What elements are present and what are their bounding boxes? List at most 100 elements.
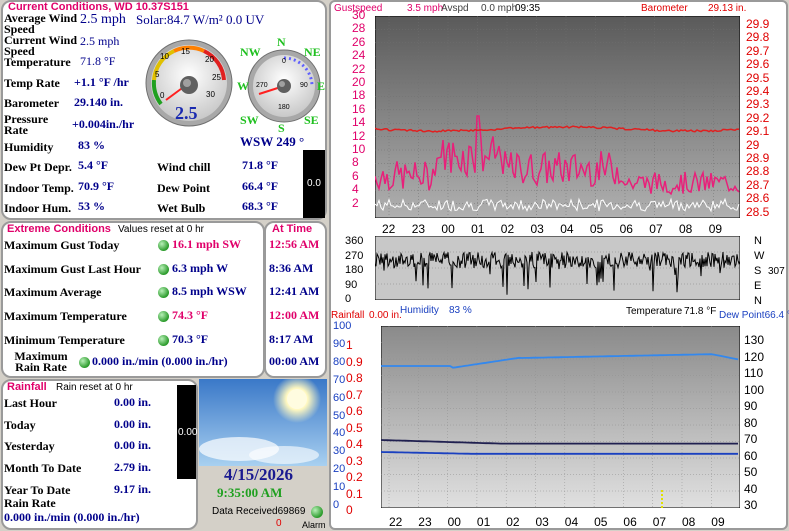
rainfall-panel xyxy=(1,379,198,530)
weather-sky-image xyxy=(199,379,327,466)
extreme-time-max-temperature: 12:00 AM xyxy=(269,308,320,322)
time-tick-05: 05 xyxy=(589,222,604,236)
extreme-label-max-gust-last-hour: Maximum Gust Last Hour xyxy=(4,262,142,276)
compass-nw: NW xyxy=(240,45,261,59)
temp-tick-4: 90 xyxy=(744,399,758,413)
temperature-label: Temperature xyxy=(4,55,71,69)
solar-value: Solar:84.7 W/m² 0.0 UV xyxy=(136,12,265,27)
barometer-graph-value: 29.13 in. xyxy=(708,3,747,14)
baro-tick-8: 29.1 xyxy=(746,124,770,139)
time-tick-03: 03 xyxy=(535,515,549,529)
rain-tick-3: 0.7 xyxy=(346,387,363,402)
extreme-label-max-rain-rate: Maximum Rain Rate xyxy=(14,349,68,374)
rain-bar-value: 0.00 xyxy=(178,427,198,438)
compass-se: SE xyxy=(304,113,319,127)
time-tick-05: 05 xyxy=(594,515,608,529)
extreme-dot-max-average xyxy=(158,287,169,298)
extreme-value-max-gust-today: 16.1 mph SW xyxy=(172,237,242,251)
dir-letter-2: S xyxy=(754,265,762,277)
temp-tick-8: 50 xyxy=(744,465,758,479)
humidity-label: Humidity xyxy=(4,140,54,154)
indoor-temp-value: 70.9 °F xyxy=(78,179,115,193)
indoor-temp-label: Indoor Temp. xyxy=(4,181,74,195)
extreme-dot-max-gust-today xyxy=(158,240,169,251)
temp-tick-10: 30 xyxy=(744,498,758,512)
barometer-value: 29.140 in. xyxy=(74,95,124,109)
wind-tick-13: 4 xyxy=(352,182,359,197)
time-tick-23: 23 xyxy=(411,222,426,236)
wind-direction-compass xyxy=(247,49,321,123)
temp-tick-7: 60 xyxy=(744,448,758,463)
time-tick-01: 01 xyxy=(476,515,491,529)
baro-tick-0: 29.9 xyxy=(746,17,770,31)
temp-tick-9: 40 xyxy=(744,481,758,496)
humidity-graph-value: 83 % xyxy=(449,305,472,316)
wet-bulb-label: Wet Bulb xyxy=(157,201,206,215)
hum-tick-4: 60 xyxy=(333,391,346,404)
dir-tick-0: 0 xyxy=(282,58,286,65)
barometer-graph-label: Barometer xyxy=(641,3,688,14)
baro-tick-13: 28.6 xyxy=(746,191,770,206)
dew-depr-label: Dew Pt Depr. xyxy=(4,160,72,174)
hum-tick-10: 0 xyxy=(333,499,340,511)
dir-axis-tick-0: 360 xyxy=(345,235,364,247)
cur-wind-label: Current Wind Speed xyxy=(4,33,78,58)
avg-wind-value: 2.5 mph xyxy=(80,12,126,27)
time-tick-01: 01 xyxy=(471,222,485,236)
speed-tick-15: 15 xyxy=(181,47,190,56)
extreme-dot-min-temperature xyxy=(158,335,169,346)
extreme-label-max-gust-today: Maximum Gust Today xyxy=(4,238,120,252)
extreme-value-max-temperature: 74.3 °F xyxy=(172,308,209,322)
extreme-label-max-temperature: Maximum Temperature xyxy=(4,309,127,323)
extreme-label-max-average: Maximum Average xyxy=(4,285,102,299)
wind-tick-3: 24 xyxy=(352,48,366,63)
hum-tick-9: 10 xyxy=(333,481,346,494)
extreme-dot-max-temperature xyxy=(158,311,169,322)
rain-value-today: 0.00 in. xyxy=(114,417,152,431)
temp-tick-2: 110 xyxy=(744,366,764,380)
barometer-label: Barometer xyxy=(4,96,60,110)
hum-tick-3: 70 xyxy=(333,373,346,386)
wind-tick-5: 20 xyxy=(352,75,366,89)
hum-tick-7: 30 xyxy=(333,445,346,458)
baro-tick-7: 29.2 xyxy=(746,110,770,125)
graph-time-value: 09:35 xyxy=(515,3,541,14)
time-tick-07: 07 xyxy=(652,515,667,529)
extreme-conditions-title: Extreme Conditions xyxy=(7,223,111,235)
extreme-label-min-temperature: Minimum Temperature xyxy=(4,333,125,347)
wind-tick-6: 18 xyxy=(352,88,366,103)
rain-label-year-to-date: Year To Date xyxy=(4,483,71,497)
time-tick-23: 23 xyxy=(418,515,432,529)
gauge-digital-value: 2.5 xyxy=(175,103,198,123)
baro-tick-12: 28.7 xyxy=(746,177,770,192)
time-tick-06: 06 xyxy=(619,222,633,236)
extreme-time-max-average: 12:41 AM xyxy=(269,284,320,298)
speed-tick-10: 10 xyxy=(160,52,169,61)
compass-sw: SW xyxy=(240,113,259,127)
temp-rate-value: +1.1 °F /hr xyxy=(74,75,129,89)
time-tick-08: 08 xyxy=(682,515,696,529)
status-data-dot xyxy=(311,506,323,518)
rain-tick-10: 0 xyxy=(346,503,353,517)
humidity-value: 83 % xyxy=(78,138,105,152)
rain-label-month-to-date: Month To Date xyxy=(4,461,82,475)
time-tick-00: 00 xyxy=(447,515,461,529)
dir-letter-1: W xyxy=(754,250,765,262)
rainfall-subtitle: Rain reset at 0 hr xyxy=(56,382,133,393)
temperature-value: 71.8 °F xyxy=(80,54,116,68)
wind-tick-7: 16 xyxy=(352,101,366,116)
status-alarm-label: Alarm xyxy=(302,520,326,530)
compass-e: E xyxy=(317,79,326,93)
rain-bar xyxy=(177,385,196,479)
rain-rate-label: Rain Rate xyxy=(4,496,56,510)
time-tick-02: 02 xyxy=(506,515,520,529)
temp-tick-6: 70 xyxy=(744,432,758,446)
temp-tick-3: 100 xyxy=(744,382,765,397)
hum-tick-2: 80 xyxy=(333,355,346,368)
rain-tick-7: 0.3 xyxy=(346,453,363,468)
dew-depr-value: 5.4 °F xyxy=(78,158,109,172)
gust-label: Gustspeed xyxy=(334,3,383,14)
speed-tick-30: 30 xyxy=(206,90,215,99)
rain-tick-2: 0.8 xyxy=(346,371,363,385)
time-tick-22: 22 xyxy=(382,222,396,236)
